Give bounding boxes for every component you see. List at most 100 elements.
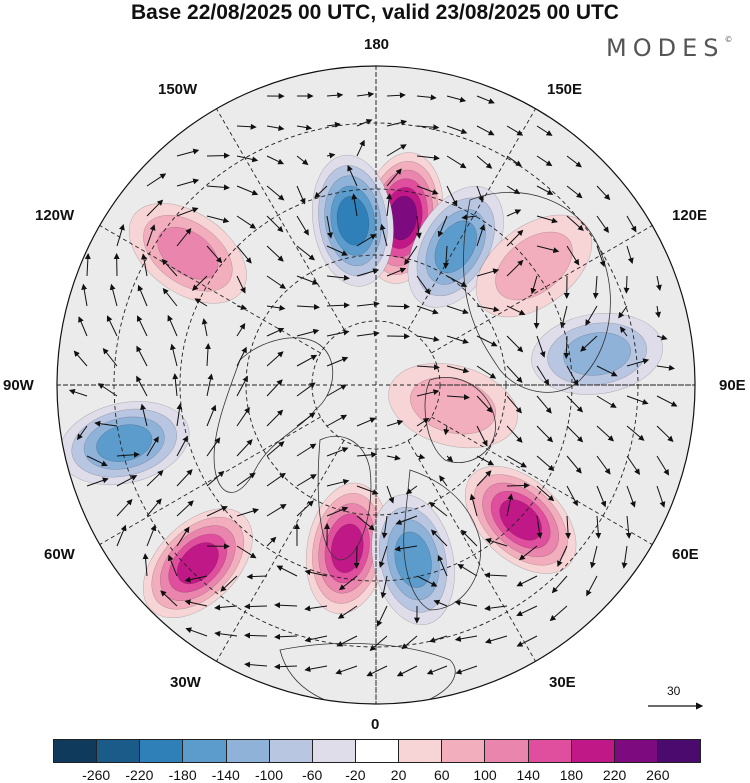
wind-vector — [176, 228, 192, 247]
wind-vector — [446, 275, 468, 287]
wind-vector — [506, 229, 524, 247]
wind-vector — [116, 499, 133, 517]
wind-vector — [167, 554, 178, 577]
wind-vector — [426, 665, 448, 675]
wind-vector — [655, 305, 661, 319]
wind-vector — [356, 139, 365, 157]
wind-vector — [416, 124, 440, 131]
wind-vector — [437, 554, 448, 577]
wind-vector — [516, 605, 538, 617]
wind-vector — [566, 215, 584, 232]
wind-vector — [656, 485, 666, 508]
wind-vector — [394, 545, 418, 552]
wind-vector — [656, 425, 674, 442]
wind-vector — [266, 327, 285, 337]
wind-vector — [446, 455, 454, 462]
wind-vector — [236, 275, 246, 294]
wind-vector — [314, 185, 328, 199]
wind-vector — [566, 185, 583, 199]
wind-vector — [86, 455, 108, 467]
anomaly-contour — [336, 196, 370, 246]
wind-vector — [244, 632, 268, 639]
wind-vector — [274, 602, 298, 609]
wind-vector — [516, 575, 538, 587]
wind-vector — [206, 373, 214, 397]
wind-vector-layer — [68, 91, 678, 677]
wind-vector — [304, 635, 328, 643]
meridian-line — [431, 416, 653, 545]
wind-vector — [185, 627, 208, 637]
wind-vector — [476, 425, 488, 447]
wind-vector — [386, 485, 395, 504]
colorbar-swatch — [657, 740, 701, 762]
coastline-africa-north — [279, 643, 456, 704]
wind-vector — [592, 275, 599, 299]
wind-vector — [596, 185, 611, 201]
wind-vector — [146, 224, 156, 247]
wind-vector — [246, 573, 268, 580]
wind-vector — [326, 506, 349, 517]
wind-vector — [378, 545, 388, 568]
graticule — [57, 66, 695, 704]
wind-vector — [326, 152, 336, 159]
wind-vector — [266, 304, 286, 311]
wind-vector — [326, 447, 349, 457]
wind-vector — [296, 155, 309, 166]
wind-vector — [454, 599, 478, 607]
modes-logo: MODES© — [606, 34, 732, 62]
wind-vector — [366, 665, 388, 677]
brand-text: MODES — [606, 34, 725, 62]
wind-vector — [656, 455, 670, 476]
wind-vector — [296, 215, 309, 236]
wind-vector — [326, 384, 347, 397]
wind-vector — [326, 92, 344, 99]
wind-vector — [484, 635, 508, 644]
wind-vector — [356, 301, 380, 308]
wind-vector — [86, 477, 109, 487]
colorbar-swatch — [97, 740, 141, 762]
lon-label-90w: 90W — [3, 377, 34, 394]
wind-vector — [266, 351, 284, 367]
colorbar-tick-label: -100 — [254, 767, 284, 783]
wind-vector — [176, 526, 190, 547]
wind-vector — [586, 575, 598, 597]
wind-vector — [326, 414, 348, 427]
colorbar-tick-label: -180 — [168, 767, 197, 783]
wind-vector — [201, 318, 208, 337]
wind-vector — [386, 419, 404, 427]
wind-vector — [626, 358, 650, 367]
wind-vector — [430, 529, 448, 547]
colorbar-tick-label: 220 — [602, 767, 627, 783]
wind-vector — [356, 119, 373, 127]
anomaly-contour — [434, 220, 477, 274]
polar-map — [56, 65, 704, 710]
wind-vector — [415, 215, 422, 239]
wind-vector — [446, 335, 469, 344]
colorbar-swatch — [355, 740, 400, 762]
wind-vector — [595, 515, 602, 539]
wind-vector — [506, 425, 523, 443]
wind-vector — [626, 245, 634, 264]
wind-vector — [566, 365, 579, 387]
wind-vector — [656, 364, 675, 371]
wind-vector — [457, 563, 478, 577]
lon-label-30w: 30W — [170, 674, 201, 691]
wind-vector — [625, 515, 632, 539]
wind-vector — [656, 395, 678, 407]
wind-vector — [536, 155, 553, 167]
wind-vector — [626, 425, 645, 441]
wind-vector — [536, 455, 555, 472]
wind-vector — [266, 245, 284, 262]
wind-vector — [536, 365, 550, 386]
colorbar-swatch — [54, 740, 98, 762]
wind-vector — [506, 455, 527, 468]
wind-vector — [116, 475, 138, 487]
wind-vector — [506, 305, 526, 315]
wind-vector — [94, 420, 118, 427]
wind-vector — [326, 215, 334, 239]
wind-vector — [565, 515, 572, 539]
wind-vector — [506, 482, 530, 489]
wind-vector — [566, 155, 582, 168]
wind-vector — [416, 417, 430, 427]
wind-vector — [296, 124, 313, 131]
